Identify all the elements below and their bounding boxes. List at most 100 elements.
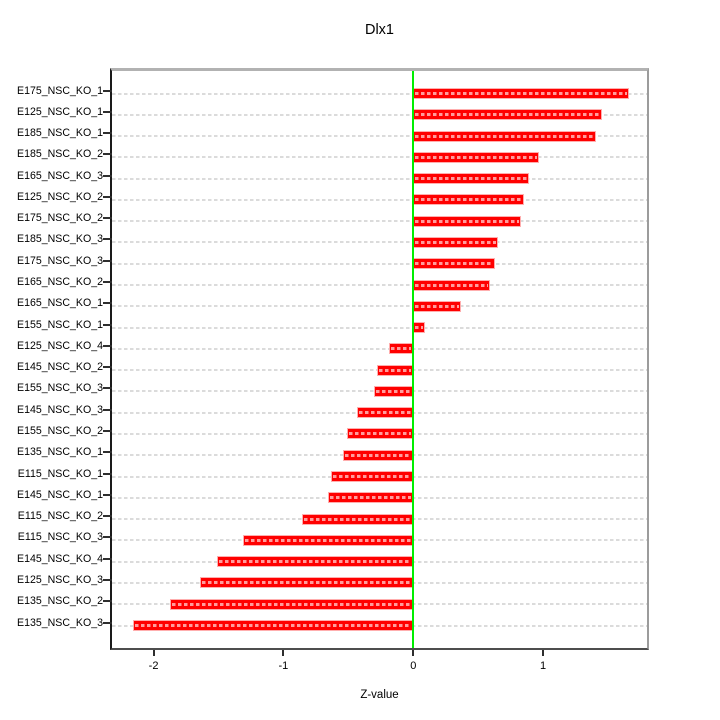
bar-E115_NSC_KO_3 — [243, 534, 414, 546]
bar-dash-pattern — [378, 368, 412, 372]
bar-E175_NSC_KO_2 — [413, 215, 522, 227]
y-axis-label: E145_NSC_KO_3 — [17, 403, 103, 416]
y-axis-label: E135_NSC_KO_1 — [17, 446, 103, 459]
bar-dash-pattern — [303, 517, 412, 521]
bar-E145_NSC_KO_3 — [357, 407, 414, 419]
y-tick — [103, 515, 112, 518]
bar-E155_NSC_KO_3 — [374, 385, 414, 397]
y-tick — [103, 429, 112, 432]
y-tick — [103, 344, 112, 347]
y-axis-label: E125_NSC_KO_3 — [17, 573, 103, 586]
chart-title: Dlx1 — [364, 22, 394, 38]
bar-dash-pattern — [219, 560, 412, 564]
bar-E145_NSC_KO_2 — [376, 364, 414, 376]
bar-E165_NSC_KO_2 — [413, 279, 490, 291]
bar-dash-pattern — [415, 198, 522, 202]
y-tick — [103, 408, 112, 411]
y-tick — [103, 238, 112, 241]
bar-E125_NSC_KO_1 — [413, 109, 602, 121]
bar-E155_NSC_KO_1 — [413, 322, 425, 334]
bar-E165_NSC_KO_3 — [413, 173, 529, 185]
y-tick — [103, 578, 112, 581]
y-axis-label: E165_NSC_KO_2 — [17, 276, 103, 289]
bar-E135_NSC_KO_2 — [170, 598, 414, 610]
y-tick — [103, 110, 112, 113]
y-tick — [103, 557, 112, 560]
y-axis-label: E175_NSC_KO_3 — [17, 254, 103, 267]
y-axis-label: E155_NSC_KO_1 — [17, 318, 103, 331]
y-tick — [103, 387, 112, 390]
y-tick — [103, 323, 112, 326]
x-tick — [282, 650, 285, 656]
bar-E155_NSC_KO_2 — [347, 428, 414, 440]
bar-dash-pattern — [345, 453, 412, 457]
y-axis-label: E185_NSC_KO_3 — [17, 233, 103, 246]
bar-E165_NSC_KO_1 — [413, 300, 462, 312]
bar-dash-pattern — [415, 283, 488, 287]
y-tick — [103, 536, 112, 539]
bar-E175_NSC_KO_3 — [413, 258, 496, 270]
y-tick — [103, 132, 112, 135]
y-axis-label: E145_NSC_KO_1 — [17, 488, 103, 501]
gridline — [112, 305, 647, 308]
y-tick — [103, 153, 112, 156]
y-tick — [103, 621, 112, 624]
y-axis-label: E165_NSC_KO_1 — [17, 297, 103, 310]
bar-dash-pattern — [329, 496, 412, 500]
bar-E115_NSC_KO_2 — [301, 513, 414, 525]
bar-dash-pattern — [333, 475, 412, 479]
bar-dash-pattern — [415, 113, 600, 117]
y-tick — [103, 259, 112, 262]
y-tick — [103, 281, 112, 284]
y-axis-label: E185_NSC_KO_1 — [17, 127, 103, 140]
y-tick — [103, 217, 112, 220]
y-axis-label: E145_NSC_KO_4 — [17, 552, 103, 565]
x-tick-label: -2 — [148, 660, 159, 672]
gridline — [112, 284, 647, 287]
y-axis-label: E155_NSC_KO_3 — [17, 382, 103, 395]
bar-E175_NSC_KO_1 — [413, 88, 629, 99]
y-axis-label: E175_NSC_KO_1 — [17, 84, 103, 97]
bar-E135_NSC_KO_3 — [132, 620, 414, 631]
y-tick — [103, 600, 112, 603]
y-axis-label: E155_NSC_KO_2 — [17, 424, 103, 437]
bar-dash-pattern — [134, 624, 412, 627]
gridline — [112, 326, 647, 329]
y-axis-label: E135_NSC_KO_3 — [17, 616, 103, 629]
gridline — [112, 241, 647, 244]
x-tick — [152, 650, 155, 656]
x-tick-label: 1 — [540, 660, 547, 672]
bar-dash-pattern — [390, 347, 412, 351]
y-tick — [103, 493, 112, 496]
y-tick — [103, 451, 112, 454]
x-axis-title: Z-value — [360, 689, 399, 701]
bar-E125_NSC_KO_3 — [200, 577, 414, 589]
bar-dash-pattern — [172, 602, 412, 606]
bar-E125_NSC_KO_2 — [413, 194, 524, 206]
plot-area — [110, 68, 649, 650]
bar-dash-pattern — [415, 219, 520, 223]
bar-dash-pattern — [376, 389, 412, 393]
bar-E125_NSC_KO_4 — [388, 343, 414, 355]
y-tick — [103, 302, 112, 305]
bar-dash-pattern — [359, 411, 412, 415]
bar-dash-pattern — [415, 155, 538, 159]
bar-E115_NSC_KO_1 — [331, 471, 414, 483]
gridline — [112, 220, 647, 223]
bar-dash-pattern — [202, 581, 412, 585]
bar-dash-pattern — [415, 304, 460, 308]
y-axis-label: E125_NSC_KO_4 — [17, 339, 103, 352]
y-axis-label: E145_NSC_KO_2 — [17, 361, 103, 374]
gridline — [112, 347, 647, 350]
bar-E145_NSC_KO_4 — [217, 556, 414, 568]
y-axis-label: E165_NSC_KO_3 — [17, 169, 103, 182]
gridline — [112, 135, 647, 138]
zero-line — [412, 71, 415, 648]
x-tick — [542, 650, 545, 656]
y-axis-label: E125_NSC_KO_2 — [17, 190, 103, 203]
bar-E185_NSC_KO_1 — [413, 130, 597, 142]
bar-dash-pattern — [415, 92, 627, 95]
bar-dash-pattern — [415, 240, 496, 244]
bar-dash-pattern — [415, 134, 595, 138]
